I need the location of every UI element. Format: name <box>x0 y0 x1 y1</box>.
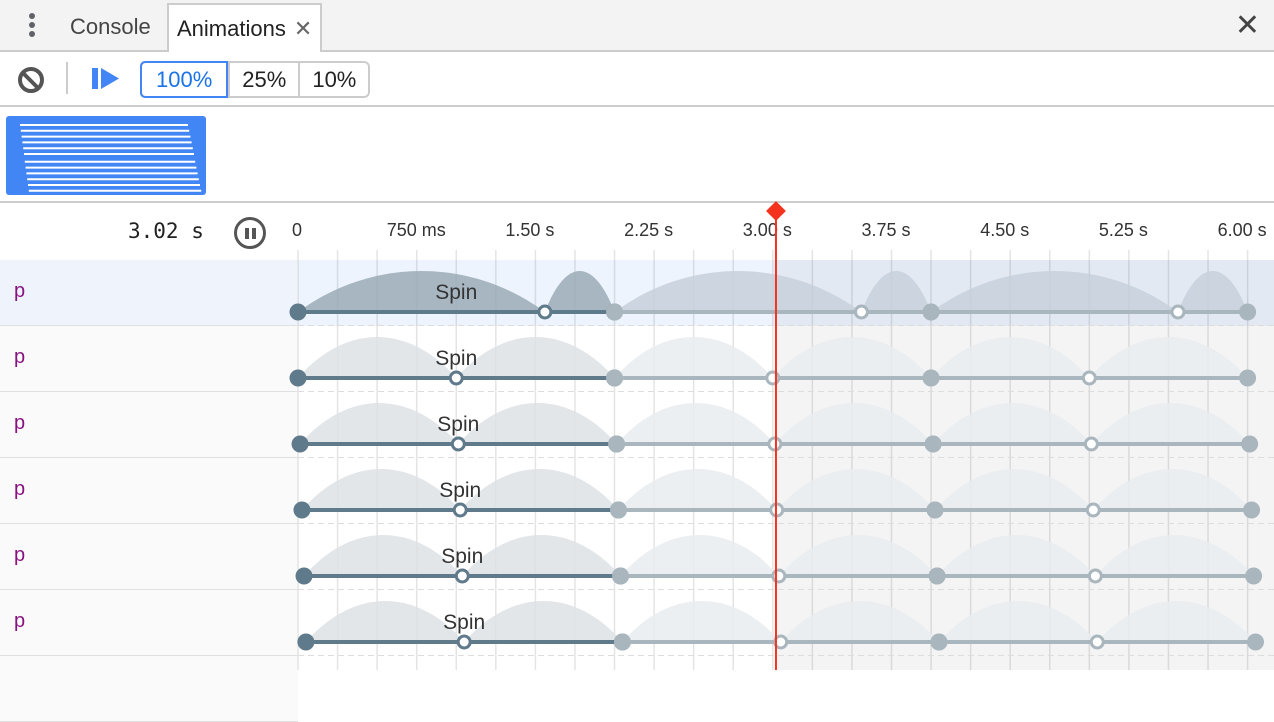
timeline-header: 3.02 s 0 750 ms 1.50 s 2.25 s 3.00 s 3.75 s 4.… <box>0 203 1274 260</box>
time-tick-label: 1.50 s <box>505 220 555 240</box>
time-tick-label: 2.25 s <box>624 220 674 240</box>
time-tick-label: 0 <box>292 220 303 240</box>
animation-row-node[interactable]: p <box>0 590 298 656</box>
pause-icon[interactable] <box>234 217 266 249</box>
time-tick-label: 750 ms <box>386 220 446 240</box>
animation-group-preview[interactable] <box>6 116 206 195</box>
node-label: p <box>14 610 26 632</box>
time-tick-label: 5.25 s <box>1098 220 1148 240</box>
time-tick-label: 3.00 s <box>742 220 792 240</box>
group-preview-lines <box>20 124 202 192</box>
animations-toolbar: 100% 25% 10% <box>0 52 1274 107</box>
vertical-dots-icon[interactable] <box>22 10 42 42</box>
close-icon[interactable]: ✕ <box>1234 9 1260 42</box>
tab-animations[interactable]: Animations ✕ <box>167 3 323 52</box>
animation-row-node[interactable] <box>0 656 298 722</box>
speed-25-button[interactable]: 25% <box>228 63 298 96</box>
tab-label: Console <box>70 14 151 39</box>
time-tick-label: 6.00 s <box>1217 220 1267 240</box>
node-label: p <box>14 544 26 566</box>
node-label: p <box>14 346 26 368</box>
animation-row-node[interactable]: p <box>0 392 298 458</box>
speed-100-button[interactable]: 100% <box>140 61 229 98</box>
animation-groups <box>0 107 1274 203</box>
animation-row-node[interactable]: p <box>0 524 298 590</box>
current-time: 3.02 s <box>128 219 204 243</box>
animation-row-node[interactable]: p <box>0 326 298 392</box>
animation-rows: p p p p p p <box>0 260 1274 722</box>
animation-row-node[interactable]: p <box>0 260 298 326</box>
play-icon[interactable] <box>92 68 120 90</box>
tab-bar: Console Animations ✕ ✕ <box>0 0 1274 52</box>
node-label: p <box>14 478 26 500</box>
animation-row-node[interactable]: p <box>0 458 298 524</box>
clear-icon[interactable] <box>18 67 44 93</box>
time-tick-label: 3.75 s <box>861 220 911 240</box>
node-label: p <box>14 412 26 434</box>
tab-console[interactable]: Console <box>58 3 163 52</box>
playback-speed-group: 100% 25% 10% <box>140 61 371 98</box>
speed-10-button[interactable]: 10% <box>298 63 368 96</box>
close-icon[interactable]: ✕ <box>293 16 313 41</box>
node-label: p <box>14 280 26 302</box>
tab-label: Animations <box>177 16 286 41</box>
divider <box>66 62 68 94</box>
time-tick-label: 4.50 s <box>980 220 1030 240</box>
